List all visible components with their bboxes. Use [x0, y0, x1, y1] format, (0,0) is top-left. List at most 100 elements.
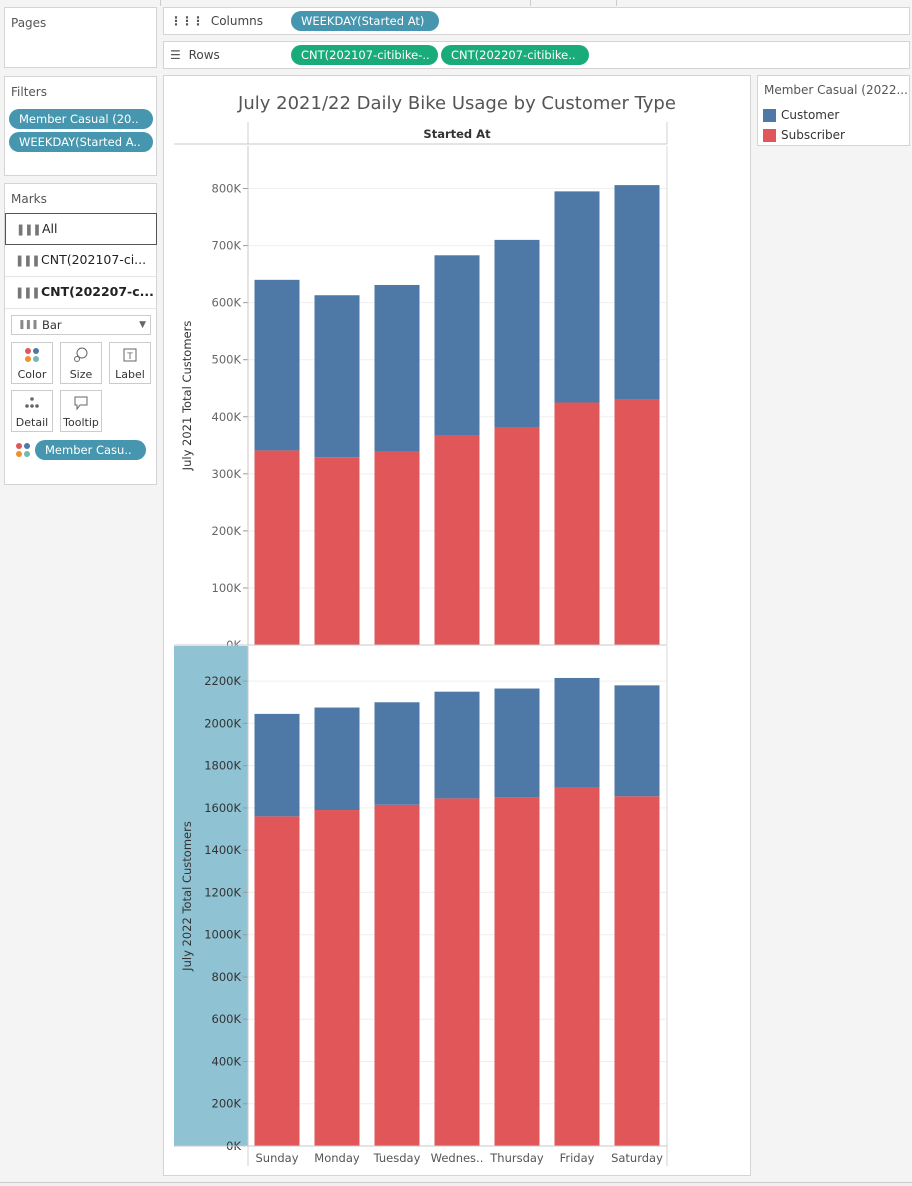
chart-svg[interactable]: July 2021/22 Daily Bike Usage by Custome… — [164, 76, 750, 1175]
y-tick-label: 400K — [212, 1054, 242, 1068]
color-dots-icon — [15, 442, 31, 458]
bar-subscriber-tuesday — [374, 451, 420, 645]
size-button[interactable]: Size — [60, 342, 102, 384]
label-icon: T — [110, 347, 150, 367]
bar-chart-icon: ❚❚❚ — [15, 286, 41, 299]
x-tick-label: Saturday — [611, 1151, 663, 1165]
tooltip-button-label: Tooltip — [63, 416, 99, 429]
y-tick-label: 2000K — [204, 716, 241, 730]
cnt-202207-pill[interactable]: CNT(202207-citibike.. — [441, 45, 589, 65]
top-tab-divider — [160, 0, 161, 6]
y-axis-title: July 2021 Total Customers — [180, 321, 194, 472]
detail-button[interactable]: Detail — [11, 390, 53, 432]
y-tick-label: 700K — [212, 239, 242, 253]
y-axis-title: July 2022 Total Customers — [180, 821, 194, 972]
weekday-started-at-pill[interactable]: WEEKDAY(Started At) — [291, 11, 439, 31]
detail-icon — [12, 395, 52, 415]
cnt-202107-pill[interactable]: CNT(202107-citibike-.. — [291, 45, 438, 65]
y-tick-label: 400K — [212, 410, 242, 424]
bar-customer-tuesday — [374, 702, 420, 805]
color-button[interactable]: Color — [11, 342, 53, 384]
bar-customer-tuesday — [374, 284, 420, 452]
top-tab-divider — [530, 0, 531, 6]
label-button[interactable]: T Label — [109, 342, 151, 384]
pages-card[interactable]: Pages — [4, 7, 157, 68]
chart-title: July 2021/22 Daily Bike Usage by Custome… — [237, 93, 676, 114]
bar-customer-monday — [314, 707, 360, 811]
x-tick-label: Monday — [314, 1151, 360, 1165]
bar-subscriber-sunday — [254, 450, 300, 645]
bar-subscriber-wednes — [434, 435, 480, 645]
filters-title: Filters — [11, 85, 47, 99]
marks-row-cnt-202107[interactable]: ❚❚❚ CNT(202107-ci... — [5, 245, 157, 277]
y-tick-label: 100K — [212, 581, 242, 595]
bar-subscriber-tuesday — [374, 804, 420, 1146]
legend-label-subscriber[interactable]: Subscriber — [781, 128, 845, 142]
detail-button-label: Detail — [15, 416, 49, 429]
bar-subscriber-friday — [554, 402, 600, 645]
mark-type-dropdown[interactable]: ❚❚❚ Bar ▼ — [11, 315, 151, 335]
y-tick-label: 500K — [212, 353, 242, 367]
bar-subscriber-sunday — [254, 816, 300, 1146]
marks-row-all[interactable]: ❚❚❚ All — [5, 213, 157, 245]
columns-icon: ⋮⋮⋮ — [170, 14, 204, 28]
filter-weekday-pill[interactable]: WEEKDAY(Started A.. — [9, 132, 153, 152]
bar-customer-thursday — [494, 239, 540, 428]
bar-customer-wednes — [434, 691, 480, 799]
color-member-casual-pill[interactable]: Member Casu.. — [35, 440, 146, 460]
bar-mark-icon: ❚❚❚ — [18, 320, 39, 330]
y-tick-label: 600K — [212, 1012, 242, 1026]
bar-subscriber-thursday — [494, 427, 540, 645]
bar-customer-saturday — [614, 185, 660, 400]
size-icon — [61, 347, 101, 367]
sheet-tabs-strip[interactable] — [0, 1182, 912, 1186]
view-canvas[interactable]: July 2021/22 Daily Bike Usage by Custome… — [163, 75, 751, 1176]
y-tick-label: 800K — [212, 970, 242, 984]
svg-text:T: T — [126, 352, 133, 362]
y-tick-label: 1200K — [204, 885, 241, 899]
column-header-started-at: Started At — [423, 127, 491, 141]
bar-customer-sunday — [254, 713, 300, 817]
bar-subscriber-monday — [314, 810, 360, 1146]
bar-subscriber-monday — [314, 457, 360, 645]
bar-customer-saturday — [614, 685, 660, 797]
bar-chart-icon: ❚❚❚ — [16, 223, 42, 236]
x-tick-label: Friday — [560, 1151, 595, 1165]
bar-customer-monday — [314, 295, 360, 458]
marks-row-label: CNT(202207-c... — [41, 284, 154, 299]
legend-swatch-subscriber — [763, 129, 776, 142]
marks-row-cnt-202207[interactable]: ❚❚❚ CNT(202207-c... — [5, 277, 157, 309]
selected-axis-highlight — [174, 646, 248, 1146]
bar-customer-thursday — [494, 688, 540, 798]
y-tick-label: 600K — [212, 296, 242, 310]
chevron-down-icon: ▼ — [139, 320, 146, 330]
legend-card: Member Casual (2022... Customer Subscrib… — [757, 75, 910, 146]
marks-title: Marks — [11, 192, 47, 206]
columns-shelf-label: ⋮⋮⋮ Columns — [170, 14, 264, 28]
bar-subscriber-thursday — [494, 797, 540, 1146]
y-tick-label: 1400K — [204, 843, 241, 857]
y-tick-label: 1000K — [204, 928, 241, 942]
filters-card[interactable]: Filters Member Casual (20.. WEEKDAY(Star… — [4, 76, 157, 176]
bar-customer-friday — [554, 677, 600, 788]
marks-row-label: CNT(202107-ci... — [41, 252, 147, 267]
x-tick-label: Wednes.. — [431, 1151, 484, 1165]
pages-title: Pages — [11, 16, 47, 30]
tooltip-button[interactable]: Tooltip — [60, 390, 102, 432]
columns-shelf[interactable]: ⋮⋮⋮ Columns WEEKDAY(Started At) — [163, 7, 910, 35]
x-tick-label: Sunday — [255, 1151, 298, 1165]
bar-subscriber-saturday — [614, 399, 660, 645]
bar-customer-friday — [554, 191, 600, 403]
tooltip-icon — [61, 395, 101, 415]
filter-member-casual-pill[interactable]: Member Casual (20.. — [9, 109, 153, 129]
y-tick-label: 200K — [212, 524, 242, 538]
y-tick-label: 300K — [212, 467, 242, 481]
rows-shelf[interactable]: ☰ Rows CNT(202107-citibike-.. CNT(202207… — [163, 41, 910, 69]
x-tick-label: Tuesday — [373, 1151, 421, 1165]
legend-label-customer[interactable]: Customer — [781, 108, 840, 122]
y-tick-label: 800K — [212, 182, 242, 196]
y-tick-label: 2200K — [204, 674, 241, 688]
bar-subscriber-saturday — [614, 796, 660, 1146]
y-tick-label: 1800K — [204, 759, 241, 773]
bar-subscriber-friday — [554, 787, 600, 1146]
